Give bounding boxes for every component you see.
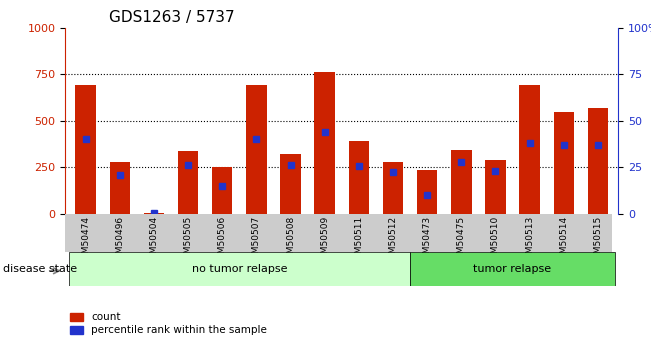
Bar — [246, 85, 267, 214]
Text: GSM50511: GSM50511 — [354, 216, 363, 265]
Text: GSM50514: GSM50514 — [559, 216, 568, 265]
Bar — [485, 160, 506, 214]
Text: GSM50506: GSM50506 — [217, 216, 227, 265]
Bar — [383, 162, 403, 214]
Bar — [68, 252, 410, 286]
Text: GSM50496: GSM50496 — [115, 216, 124, 265]
Text: GSM50475: GSM50475 — [457, 216, 466, 265]
Text: GSM50507: GSM50507 — [252, 216, 261, 265]
Bar — [417, 170, 437, 214]
Text: disease state: disease state — [3, 264, 77, 274]
Text: GSM50474: GSM50474 — [81, 216, 90, 265]
Bar — [212, 167, 232, 214]
Bar — [76, 85, 96, 214]
Bar — [348, 141, 369, 214]
Text: GDS1263 / 5737: GDS1263 / 5737 — [109, 10, 235, 25]
Bar — [109, 162, 130, 214]
Bar — [588, 108, 608, 214]
Bar — [314, 72, 335, 214]
Bar — [553, 112, 574, 214]
Text: GSM50510: GSM50510 — [491, 216, 500, 265]
Text: tumor relapse: tumor relapse — [473, 264, 551, 274]
Bar — [451, 150, 471, 214]
Text: GSM50512: GSM50512 — [389, 216, 398, 265]
Text: GSM50508: GSM50508 — [286, 216, 295, 265]
Bar — [410, 252, 615, 286]
Bar — [144, 213, 164, 214]
Text: GSM50515: GSM50515 — [594, 216, 602, 265]
Text: no tumor relapse: no tumor relapse — [191, 264, 287, 274]
Bar — [281, 154, 301, 214]
Bar — [178, 150, 199, 214]
Legend: count, percentile rank within the sample: count, percentile rank within the sample — [70, 312, 267, 335]
Text: GSM50509: GSM50509 — [320, 216, 329, 265]
Text: GSM50505: GSM50505 — [184, 216, 193, 265]
Text: GSM50473: GSM50473 — [422, 216, 432, 265]
Text: GSM50504: GSM50504 — [150, 216, 158, 265]
Bar — [519, 85, 540, 214]
Text: GSM50513: GSM50513 — [525, 216, 534, 265]
